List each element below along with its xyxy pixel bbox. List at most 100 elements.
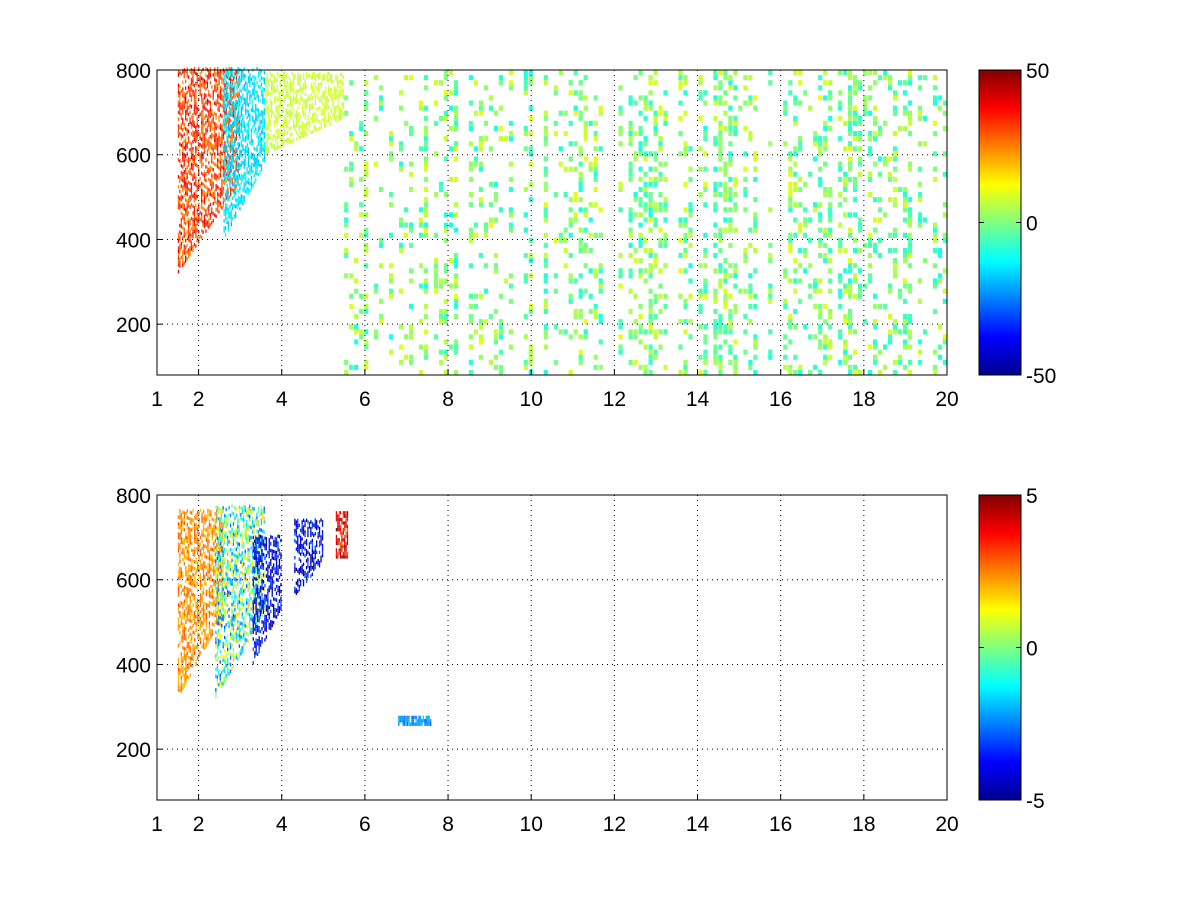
heatmap-cell <box>788 186 793 192</box>
heatmap-cell <box>256 165 258 169</box>
heatmap-cell <box>228 66 230 71</box>
heatmap-cell <box>808 105 813 111</box>
heatmap-cell <box>246 149 248 154</box>
heatmap-cell <box>323 90 325 94</box>
heatmap-cell <box>218 125 220 129</box>
heatmap-cell <box>177 202 180 206</box>
heatmap-cell <box>215 576 217 580</box>
heatmap-cell <box>848 364 853 370</box>
heatmap-cell <box>183 548 185 552</box>
heatmap-cell <box>488 314 493 320</box>
heatmap-cell <box>713 349 718 355</box>
heatmap-cell <box>322 111 324 115</box>
heatmap-cell <box>653 217 658 223</box>
heatmap-cell <box>249 100 251 104</box>
heatmap-cell <box>748 288 753 294</box>
heatmap-cell <box>177 103 180 108</box>
heatmap-cell <box>180 621 182 626</box>
heatmap-cell <box>290 89 292 93</box>
heatmap-cell <box>848 308 853 314</box>
heatmap-cell <box>179 244 181 248</box>
heatmap-cell <box>266 76 268 80</box>
heatmap-cell <box>210 567 212 571</box>
heatmap-cell <box>195 227 197 231</box>
heatmap-cell <box>238 119 240 123</box>
heatmap-cell <box>217 70 219 74</box>
heatmap-cell <box>399 324 404 330</box>
heatmap-cell <box>179 668 181 672</box>
heatmap-cell <box>768 70 773 76</box>
heatmap-cell <box>793 186 798 192</box>
heatmap-cell <box>212 174 214 179</box>
heatmap-cell <box>208 587 211 591</box>
heatmap-cell <box>543 217 548 223</box>
heatmap-cell <box>728 85 733 91</box>
heatmap-cell <box>285 121 287 125</box>
heatmap-cell <box>189 195 191 199</box>
heatmap-cell <box>298 135 301 140</box>
heatmap-cell <box>583 212 588 218</box>
heatmap-cell <box>653 120 658 126</box>
heatmap-cell <box>259 153 261 157</box>
heatmap-cell <box>238 99 240 103</box>
heatmap-cell <box>202 108 204 112</box>
heatmap-cell <box>593 156 598 162</box>
heatmap-cell <box>723 166 728 172</box>
heatmap-cell <box>853 115 858 121</box>
heatmap-cell <box>828 314 833 320</box>
heatmap-cell <box>226 85 228 89</box>
heatmap-cell <box>263 159 265 163</box>
heatmap-cell <box>223 124 225 128</box>
heatmap-cell <box>182 575 184 579</box>
heatmap-cell <box>703 131 708 137</box>
heatmap-cell <box>265 110 267 115</box>
heatmap-cell <box>528 75 533 81</box>
heatmap-cell <box>239 129 241 133</box>
heatmap-cell <box>221 671 223 675</box>
heatmap-cell <box>389 136 394 142</box>
heatmap-cell <box>253 109 255 114</box>
heatmap-cell <box>268 133 270 137</box>
heatmap-cell <box>838 334 843 340</box>
heatmap-cell <box>578 80 583 86</box>
heatmap-cell <box>210 530 212 534</box>
heatmap-cell <box>207 603 209 607</box>
heatmap-cell <box>713 222 718 228</box>
heatmap-cell <box>354 339 359 345</box>
heatmap-cell <box>663 242 668 248</box>
heatmap-cell <box>227 197 230 202</box>
heatmap-cell <box>255 157 257 162</box>
heatmap-cell <box>344 166 349 172</box>
heatmap-cell <box>192 235 194 239</box>
heatmap-cell <box>683 247 688 253</box>
heatmap-cell <box>180 676 182 680</box>
heatmap-cell <box>300 98 302 102</box>
heatmap-cell <box>179 516 181 520</box>
heatmap-cell <box>359 308 364 314</box>
heatmap-cell <box>202 125 204 129</box>
heatmap-cell <box>498 75 503 81</box>
heatmap-cell <box>201 93 203 97</box>
heatmap-cell <box>236 124 238 128</box>
heatmap-cell <box>252 88 254 92</box>
heatmap-cell <box>180 170 182 175</box>
heatmap-cell <box>282 75 284 79</box>
heatmap-cell <box>203 218 206 222</box>
heatmap-cell <box>793 171 798 177</box>
heatmap-cell <box>364 339 369 345</box>
heatmap-cell <box>583 329 588 335</box>
heatmap-cell <box>743 186 748 192</box>
heatmap-cell <box>279 100 281 104</box>
heatmap-cell <box>868 176 873 182</box>
heatmap-cell <box>902 283 908 289</box>
heatmap-cell <box>225 118 227 122</box>
heatmap-cell <box>186 570 188 574</box>
heatmap-cell <box>304 82 306 86</box>
heatmap-cell <box>216 553 218 557</box>
heatmap-cell <box>265 100 267 104</box>
heatmap-cell <box>298 88 301 92</box>
heatmap-cell <box>182 683 184 687</box>
heatmap-cell <box>728 192 733 198</box>
heatmap-cell <box>190 98 193 102</box>
